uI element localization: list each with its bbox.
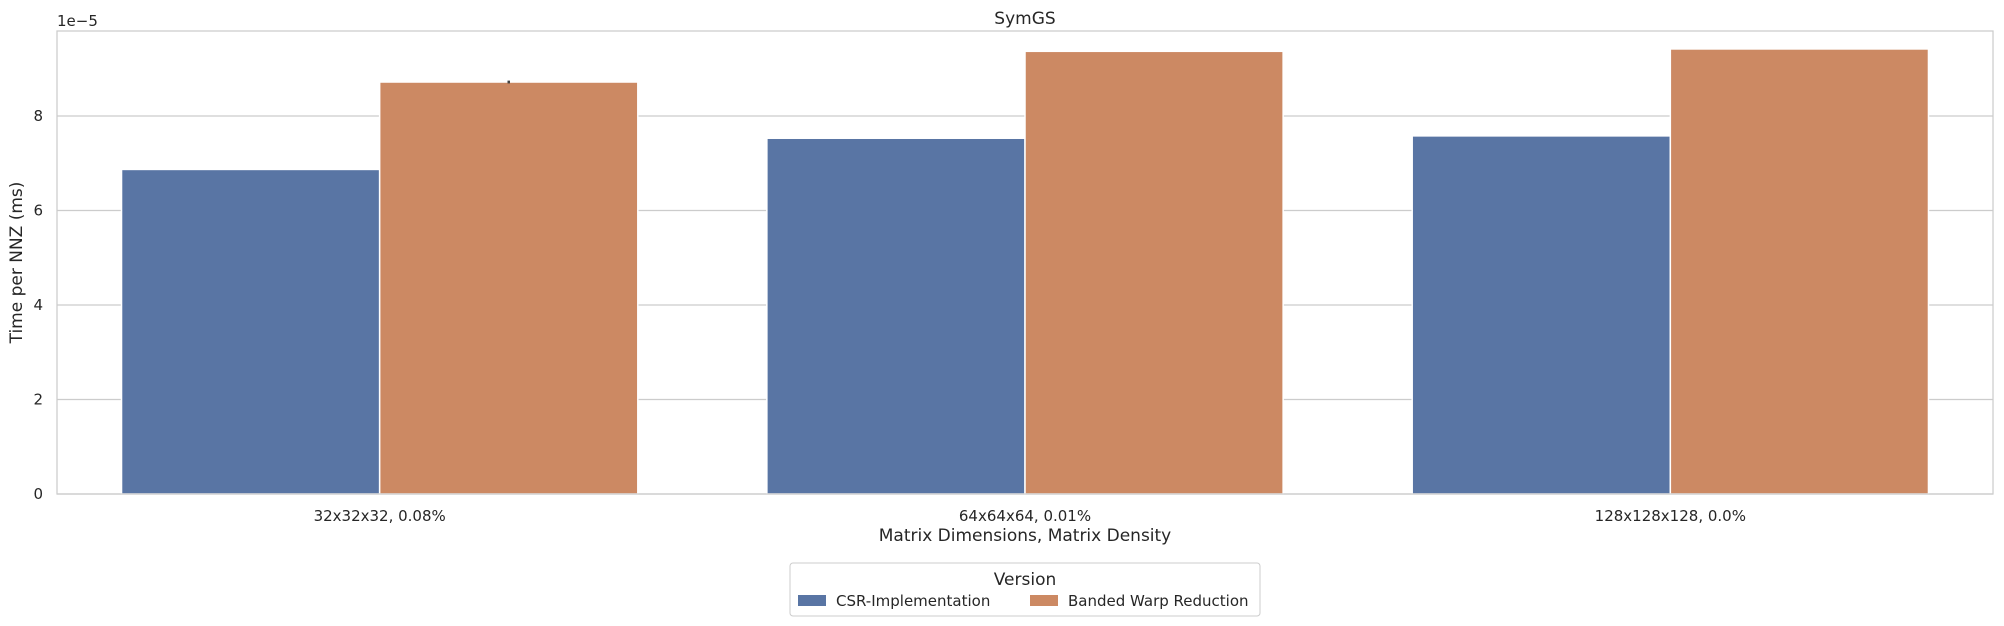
y-tick-label: 8 <box>33 107 43 125</box>
plot-frame <box>56 30 1994 495</box>
bar-csr-1 <box>766 137 1026 495</box>
y-tick-label: 0 <box>33 485 43 503</box>
x-tick-label: 64x64x64, 0.01% <box>959 507 1091 525</box>
y-axis-label: Time per NNZ (ms) <box>7 182 27 345</box>
bar-banded-1 <box>1024 50 1284 495</box>
x-axis-label: Matrix Dimensions, Matrix Density <box>879 526 1172 546</box>
y-tick-label: 4 <box>33 296 43 314</box>
x-tick-labels: 32x32x32, 0.08% 64x64x64, 0.01% 128x128x12… <box>314 507 1746 525</box>
y-tick-label: 2 <box>33 391 43 409</box>
bar-csr-2 <box>1411 135 1672 495</box>
chart-title: SymGS <box>994 9 1055 29</box>
bars <box>120 48 1930 495</box>
bar-csr-0 <box>120 168 381 495</box>
bar-banded-0 <box>378 81 639 495</box>
legend-label: Banded Warp Reduction <box>1068 592 1249 610</box>
bar-banded-2 <box>1669 48 1930 495</box>
y-offset-label: 1e−5 <box>57 12 98 30</box>
legend-items: CSR-Implementation Banded Warp Reduction <box>798 592 1249 610</box>
legend-box <box>789 562 1261 617</box>
legend-swatch <box>1030 595 1058 606</box>
legend-swatch <box>798 595 826 606</box>
legend-title: Version <box>994 570 1057 590</box>
x-tick-label: 32x32x32, 0.08% <box>314 507 446 525</box>
x-tick-label: 128x128x128, 0.0% <box>1595 507 1746 525</box>
y-tick-labels: 0 2 4 6 8 <box>33 107 43 503</box>
legend: Version CSR-Implementation Banded Warp Re… <box>789 562 1261 617</box>
y-tick-label: 6 <box>33 202 43 220</box>
legend-label: CSR-Implementation <box>836 592 990 610</box>
